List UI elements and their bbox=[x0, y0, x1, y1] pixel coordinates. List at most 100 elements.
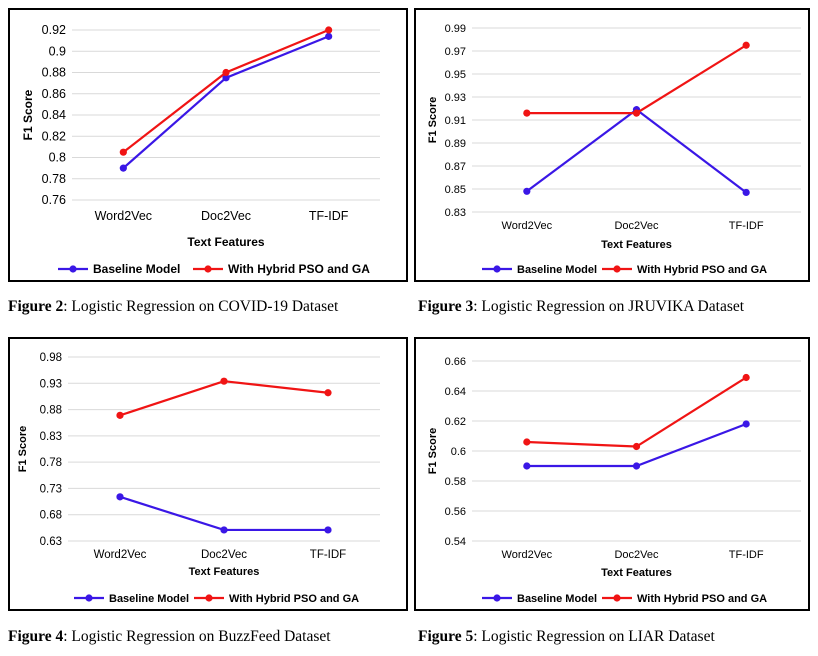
data-point bbox=[632, 109, 641, 117]
data-point bbox=[742, 373, 750, 382]
data-point bbox=[742, 420, 750, 428]
y-tick-label: 0.87 bbox=[445, 161, 466, 173]
figure-caption: Figure 5: Logistic Regression on LIAR Da… bbox=[418, 628, 715, 646]
legend-label: With Hybrid PSO and GA bbox=[637, 264, 767, 276]
data-point bbox=[119, 148, 127, 156]
x-tick-label: TF-IDF bbox=[310, 549, 346, 561]
figure-caption: Figure 3: Logistic Regression on JRUVIKA… bbox=[418, 298, 744, 316]
y-tick-label: 0.91 bbox=[445, 115, 466, 127]
chart-liar: 0.54 0.56 0.58 0.6 0.62 0.64 0.66 Word2Vec Doc2V… bbox=[427, 356, 801, 605]
y-tick-label: 0.64 bbox=[445, 386, 466, 398]
data-point bbox=[325, 26, 333, 34]
y-axis-title: F1 Score bbox=[427, 428, 439, 474]
y-tick-label: 0.68 bbox=[40, 510, 62, 522]
chart-covid: 0.76 0.78 0.8 0.82 0.84 0.86 0.88 0.9 0.92 Word2V… bbox=[21, 23, 380, 276]
data-point bbox=[742, 188, 750, 197]
data-point bbox=[116, 493, 124, 501]
x-tick-label: Doc2Vec bbox=[201, 549, 247, 561]
legend-marker bbox=[205, 594, 213, 602]
legend-marker bbox=[493, 265, 501, 273]
data-point bbox=[523, 187, 531, 195]
data-point bbox=[222, 74, 230, 82]
y-tick-label: 0.85 bbox=[445, 184, 466, 196]
figure-caption-text: : Logistic Regression on COVID-19 Datase… bbox=[63, 298, 339, 315]
figure-caption-text: : Logistic Regression on LIAR Dataset bbox=[473, 628, 715, 645]
chart-panel-jruvika: 0.83 0.85 0.87 0.89 0.91 0.93 0.95 0.97 0.99 Word… bbox=[414, 8, 810, 282]
y-tick-label: 0.58 bbox=[445, 476, 466, 488]
legend-label: Baseline Model bbox=[517, 593, 597, 605]
figure-caption: Figure 2: Logistic Regression on COVID-1… bbox=[8, 298, 338, 316]
y-tick-label: 0.99 bbox=[445, 23, 466, 35]
x-tick-label: Doc2Vec bbox=[201, 209, 251, 223]
figure-caption-label: Figure 5 bbox=[418, 628, 474, 645]
y-axis-title: F1 Score bbox=[21, 89, 35, 140]
data-point bbox=[324, 389, 332, 397]
data-point bbox=[220, 526, 228, 534]
figure-caption-label: Figure 2 bbox=[8, 298, 64, 315]
data-point bbox=[742, 41, 750, 49]
y-tick-label: 0.76 bbox=[42, 193, 66, 207]
chart-buzzfeed: 0.63 0.68 0.73 0.78 0.83 0.88 0.93 0.98 Word2Vec… bbox=[17, 352, 380, 605]
y-tick-label: 0.78 bbox=[42, 172, 66, 186]
x-tick-label: Doc2Vec bbox=[614, 549, 659, 561]
chart-panel-buzzfeed: 0.63 0.68 0.73 0.78 0.83 0.88 0.93 0.98 Word2Vec… bbox=[8, 337, 408, 611]
chart-panel-liar: 0.54 0.56 0.58 0.6 0.62 0.64 0.66 Word2Vec Doc2V… bbox=[414, 337, 810, 611]
x-tick-label: Word2Vec bbox=[502, 220, 553, 232]
series-line bbox=[122, 35, 330, 169]
x-axis-title: Text Features bbox=[189, 566, 260, 578]
figure-caption: Figure 4: Logistic Regression on BuzzFee… bbox=[8, 628, 331, 646]
y-tick-label: 0.9 bbox=[49, 44, 66, 58]
y-tick-label: 0.93 bbox=[40, 378, 62, 390]
series-line bbox=[526, 108, 747, 194]
series-line bbox=[526, 44, 747, 115]
data-point bbox=[222, 68, 230, 77]
legend-label: With Hybrid PSO and GA bbox=[229, 593, 359, 605]
y-tick-label: 0.98 bbox=[40, 352, 62, 364]
y-tick-label: 0.83 bbox=[40, 431, 62, 443]
figure-caption-label: Figure 4 bbox=[8, 628, 64, 645]
legend-marker bbox=[204, 265, 212, 273]
data-point bbox=[119, 164, 127, 172]
y-tick-label: 0.6 bbox=[451, 446, 466, 458]
x-tick-label: Word2Vec bbox=[95, 209, 152, 223]
x-tick-label: Word2Vec bbox=[94, 549, 147, 561]
chart-jruvika: 0.83 0.85 0.87 0.89 0.91 0.93 0.95 0.97 0.99 Word… bbox=[427, 23, 801, 276]
y-tick-label: 0.95 bbox=[445, 69, 466, 81]
x-tick-label: TF-IDF bbox=[729, 549, 764, 561]
y-tick-label: 0.97 bbox=[445, 46, 466, 58]
y-tick-label: 0.92 bbox=[42, 23, 66, 37]
y-tick-label: 0.56 bbox=[445, 506, 466, 518]
x-axis-title: Text Features bbox=[601, 239, 672, 251]
y-tick-label: 0.82 bbox=[42, 129, 66, 143]
x-axis-title: Text Features bbox=[187, 235, 264, 249]
data-point bbox=[523, 438, 531, 446]
y-tick-label: 0.84 bbox=[42, 108, 66, 122]
y-tick-label: 0.62 bbox=[445, 416, 466, 428]
y-tick-label: 0.78 bbox=[40, 457, 62, 469]
x-tick-label: Word2Vec bbox=[502, 549, 553, 561]
y-tick-label: 0.89 bbox=[445, 138, 466, 150]
legend-marker bbox=[493, 594, 501, 602]
y-tick-label: 0.73 bbox=[40, 483, 62, 495]
data-point bbox=[632, 442, 641, 451]
legend-marker bbox=[69, 265, 77, 273]
legend-label: Baseline Model bbox=[517, 264, 597, 276]
legend-marker bbox=[613, 265, 621, 273]
y-axis-title: F1 Score bbox=[17, 426, 29, 472]
data-point bbox=[116, 411, 124, 419]
y-tick-label: 0.88 bbox=[40, 405, 62, 417]
y-tick-label: 0.88 bbox=[42, 66, 66, 80]
y-tick-label: 0.54 bbox=[445, 536, 466, 548]
data-point bbox=[523, 109, 531, 117]
x-tick-label: TF-IDF bbox=[729, 220, 764, 232]
legend-label: With Hybrid PSO and GA bbox=[228, 262, 370, 276]
y-tick-label: 0.63 bbox=[40, 536, 62, 548]
x-axis-title: Text Features bbox=[601, 567, 672, 579]
data-point bbox=[324, 526, 332, 534]
figure-caption-text: : Logistic Regression on JRUVIKA Dataset bbox=[473, 298, 745, 315]
y-tick-label: 0.86 bbox=[42, 87, 66, 101]
series-line bbox=[119, 495, 328, 532]
figure-caption-label: Figure 3 bbox=[418, 298, 474, 315]
chart-panel-covid: 0.76 0.78 0.8 0.82 0.84 0.86 0.88 0.9 0.92 Word2V… bbox=[8, 8, 408, 282]
figure-caption-text: : Logistic Regression on BuzzFeed Datase… bbox=[63, 628, 331, 645]
